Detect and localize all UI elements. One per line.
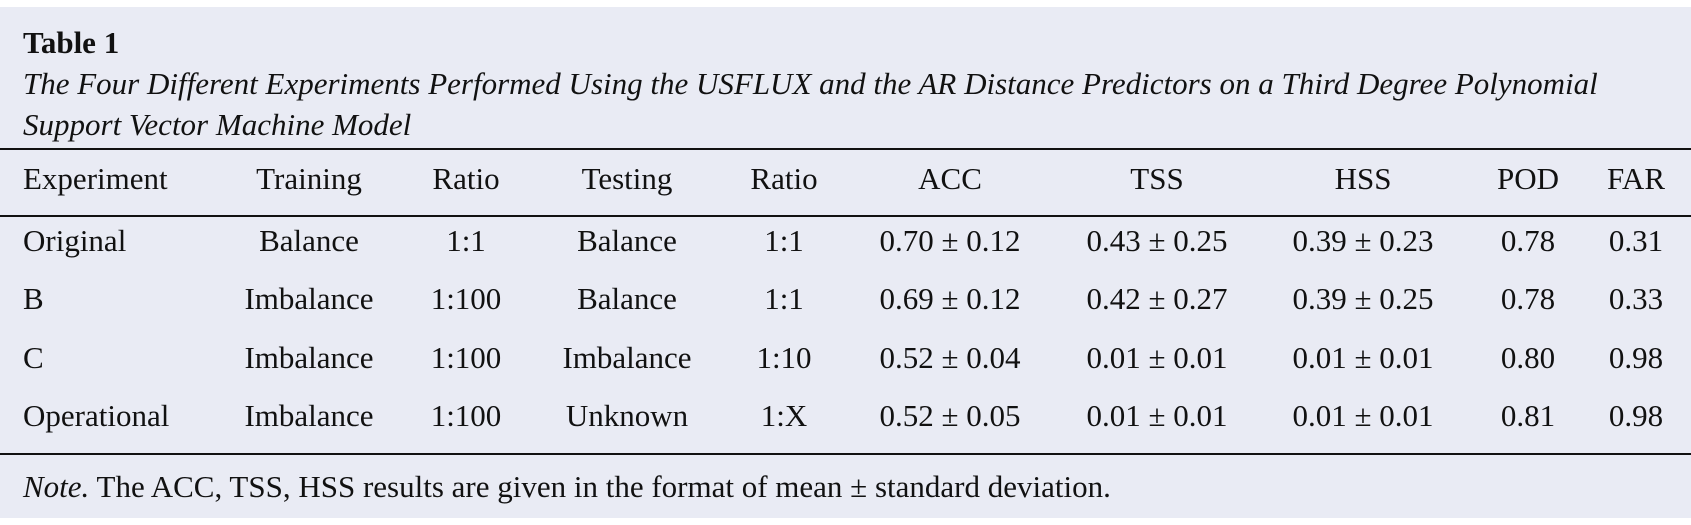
cell-hss: 0.01 ± 0.01: [1292, 398, 1434, 433]
cell-hss: 0.39 ± 0.23: [1292, 223, 1434, 258]
cell-experiment: Original: [23, 223, 127, 258]
cell-far: 0.98: [1608, 340, 1664, 375]
bottom-rule: [0, 453, 1691, 455]
header-rule: [0, 215, 1691, 217]
cell-testing-ratio: 1:X: [760, 398, 808, 433]
cell-pod: 0.80: [1500, 340, 1556, 375]
cell-training-ratio: 1:100: [430, 398, 502, 433]
cell-tss: 0.42 ± 0.27: [1086, 281, 1228, 316]
cell-acc: 0.70 ± 0.12: [879, 223, 1021, 258]
cell-hss: 0.01 ± 0.01: [1292, 340, 1434, 375]
cell-training: Balance: [259, 223, 359, 258]
top-rule: [0, 148, 1691, 150]
cell-experiment: C: [23, 340, 44, 375]
cell-pod: 0.81: [1500, 398, 1556, 433]
column-header-pod: POD: [1496, 161, 1560, 196]
cell-acc: 0.52 ± 0.04: [879, 340, 1021, 375]
column-header-testing: Testing: [581, 161, 673, 196]
cell-far: 0.33: [1608, 281, 1664, 316]
cell-training-ratio: 1:1: [446, 223, 486, 258]
column-header-hss: HSS: [1334, 161, 1392, 196]
column-header-training-ratio: Ratio: [432, 161, 500, 196]
cell-hss: 0.39 ± 0.25: [1292, 281, 1434, 316]
note-text: The ACC, TSS, HSS results are given in t…: [89, 469, 1111, 504]
column-header-experiment: Experiment: [23, 161, 168, 196]
cell-experiment: B: [23, 281, 44, 316]
table-panel: Table 1 The Four Different Experiments P…: [0, 7, 1691, 518]
column-header-training: Training: [256, 161, 362, 196]
cell-testing-ratio: 1:10: [756, 340, 812, 375]
cell-pod: 0.78: [1500, 281, 1556, 316]
cell-acc: 0.52 ± 0.05: [879, 398, 1021, 433]
cell-experiment: Operational: [23, 398, 170, 433]
table-caption: The Four Different Experiments Performed…: [23, 66, 1598, 142]
cell-training-ratio: 1:100: [430, 340, 502, 375]
column-header-far: FAR: [1606, 161, 1666, 196]
cell-testing-ratio: 1:1: [764, 281, 804, 316]
cell-tss: 0.43 ± 0.25: [1086, 223, 1228, 258]
note-label: Note.: [23, 469, 90, 504]
column-header-testing-ratio: Ratio: [750, 161, 818, 196]
cell-testing: Imbalance: [562, 340, 692, 375]
cell-far: 0.31: [1608, 223, 1664, 258]
cell-testing: Balance: [577, 281, 677, 316]
cell-testing: Balance: [577, 223, 677, 258]
table-note: Note. The ACC, TSS, HSS results are give…: [23, 469, 1111, 505]
cell-training: Imbalance: [244, 340, 374, 375]
column-header-acc: ACC: [918, 161, 982, 196]
cell-far: 0.98: [1608, 398, 1664, 433]
table-label: Table 1: [23, 25, 120, 60]
cell-tss: 0.01 ± 0.01: [1086, 340, 1228, 375]
column-header-tss: TSS: [1130, 161, 1184, 196]
cell-tss: 0.01 ± 0.01: [1086, 398, 1228, 433]
cell-training-ratio: 1:100: [430, 281, 502, 316]
cell-training: Imbalance: [244, 398, 374, 433]
cell-acc: 0.69 ± 0.12: [879, 281, 1021, 316]
cell-training: Imbalance: [244, 281, 374, 316]
cell-testing-ratio: 1:1: [764, 223, 804, 258]
cell-pod: 0.78: [1500, 223, 1556, 258]
cell-testing: Unknown: [565, 398, 689, 433]
